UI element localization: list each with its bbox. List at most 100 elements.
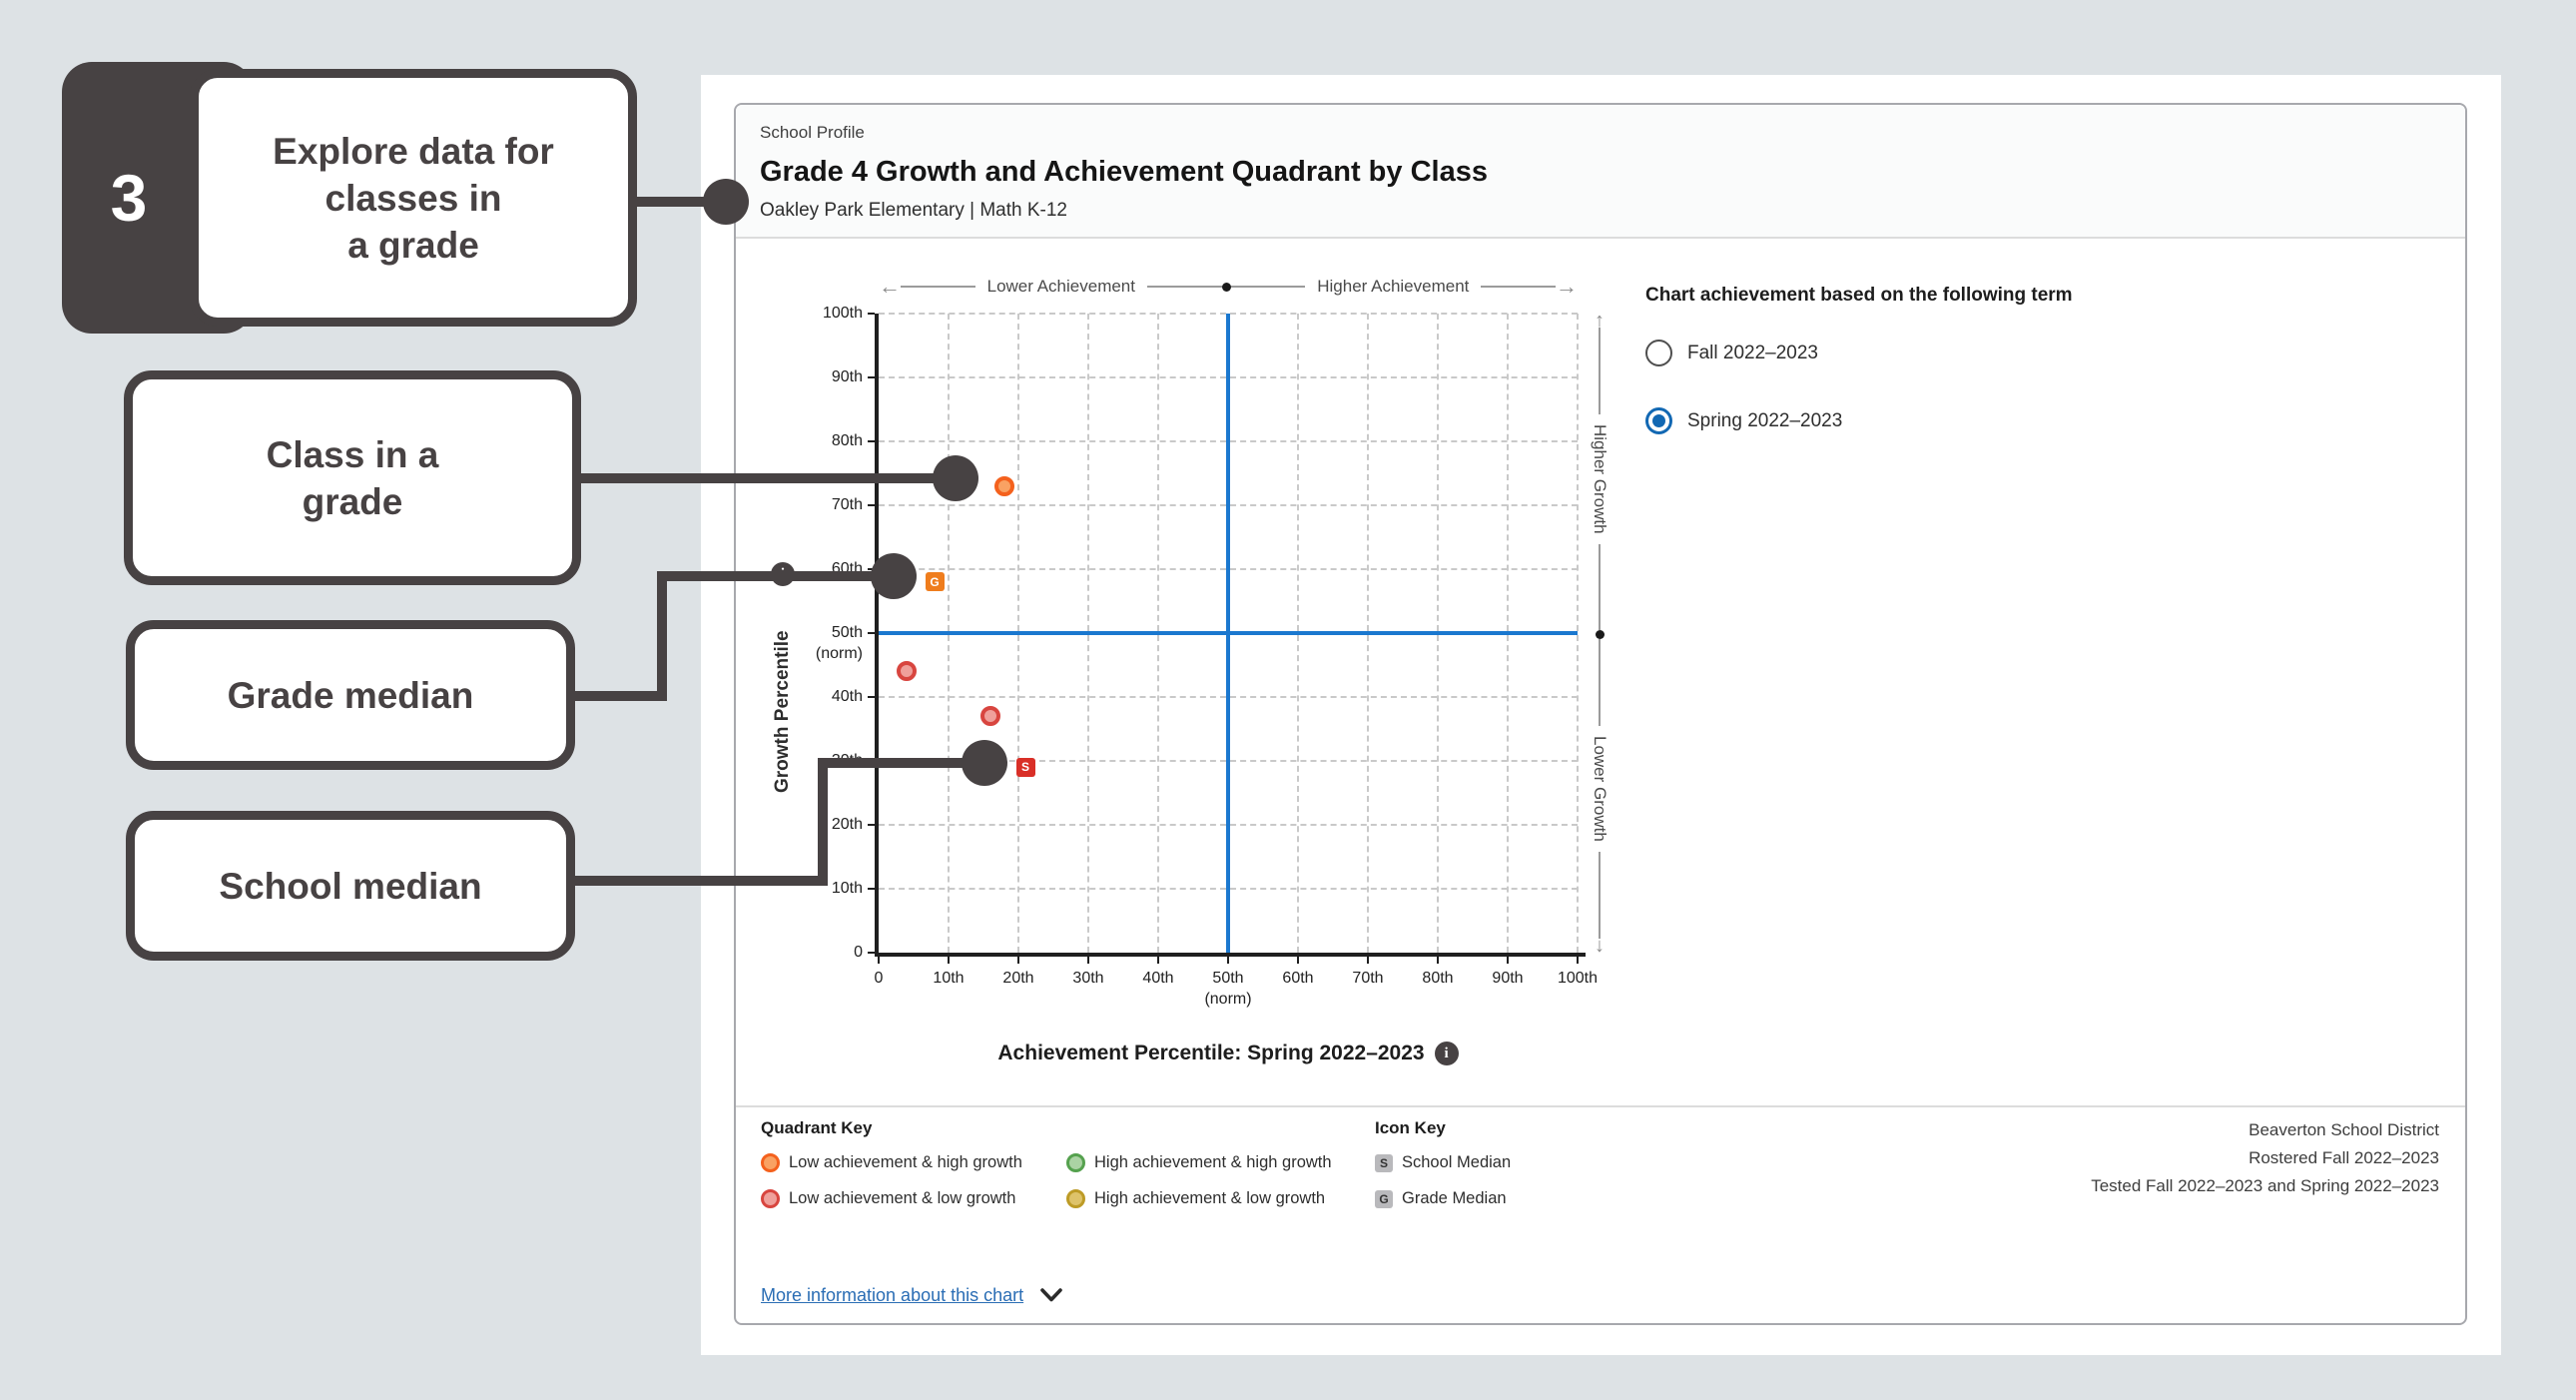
connector-line	[818, 759, 828, 886]
annotation-line	[1230, 286, 1306, 288]
callout-text: Grade median	[227, 674, 474, 716]
radio-option-spring[interactable]: Spring 2022–2023	[1645, 407, 1842, 434]
legend-item: High achievement & high growth	[1066, 1153, 1332, 1172]
grade-median-key-icon: G	[1375, 1189, 1393, 1208]
y-tick-label: 90th	[831, 368, 863, 385]
legend-item: Low achievement & low growth	[761, 1189, 1056, 1208]
callout-text: Explore data for classes in a grade	[273, 130, 554, 266]
callout-explore-data: Explore data for classes in a grade	[190, 69, 637, 327]
term-selector: Chart achievement based on the following…	[1645, 285, 2073, 434]
connector-line	[633, 197, 713, 207]
radio-label[interactable]: Fall 2022–2023	[1687, 342, 1818, 363]
callout-dot-header	[703, 179, 749, 225]
x-tick-label: 30th	[1072, 970, 1104, 987]
tick-mark	[868, 952, 875, 954]
legend-item: G Grade Median	[1375, 1189, 1511, 1208]
more-info-link[interactable]: More information about this chart	[761, 1285, 1024, 1305]
tick-mark	[868, 888, 875, 890]
legend-label: School Median	[1402, 1153, 1512, 1171]
annotation-line	[1599, 543, 1601, 631]
quadrant-swatch-0	[761, 1153, 780, 1172]
reference-line-horizontal	[879, 631, 1578, 635]
x-axis-title: Achievement Percentile: Spring 2022–2023…	[879, 1042, 1578, 1065]
x-tick-label: 100th	[1557, 970, 1599, 987]
quadrant-chart: 0 10th 20th 30th 40th 50th (norm) 60th 70th 80th 9…	[816, 305, 1598, 1008]
x-tick-label: 20th	[1002, 970, 1034, 987]
legend-label: High achievement & low growth	[1094, 1189, 1326, 1207]
y-tick-label: 100th	[822, 305, 863, 322]
page-subtitle: Oakley Park Elementary | Math K-12	[760, 200, 1067, 221]
page-title: Grade 4 Growth and Achievement Quadrant …	[760, 156, 1488, 188]
connector-line	[571, 876, 828, 886]
legend-label: Low achievement & low growth	[789, 1189, 1016, 1207]
x-tick-label: 40th	[1142, 970, 1174, 987]
annotation-line	[901, 286, 975, 288]
tick-mark	[868, 440, 875, 442]
connector-line	[577, 473, 945, 483]
radio-button-icon[interactable]	[1645, 407, 1672, 434]
legend-divider	[736, 1105, 2465, 1107]
x-tick-label: 70th	[1352, 970, 1384, 987]
y-tick-label: 80th	[831, 432, 863, 449]
tick-mark	[1017, 957, 1019, 964]
annotation-line	[1481, 286, 1557, 288]
achievement-info-icon[interactable]: i	[1434, 1042, 1459, 1065]
y-tick-label: 50th (norm)	[815, 624, 863, 662]
legend-item: Low achievement & high growth	[761, 1153, 1056, 1172]
icon-key-title: Icon Key	[1375, 1118, 1446, 1137]
left-arrow-icon: ←	[879, 274, 901, 299]
school-profile-card: School Profile Grade 4 Growth and Achiev…	[734, 103, 2467, 1325]
y-tick-label: 70th	[831, 496, 863, 513]
midpoint-dot	[1221, 282, 1231, 292]
lower-achievement-label: Lower Achievement	[986, 277, 1135, 296]
class-point[interactable]	[994, 475, 1014, 496]
tick-mark	[868, 313, 875, 315]
callout-class-in-grade: Class in a grade	[124, 370, 581, 585]
tick-mark	[1367, 957, 1369, 964]
legend-label: Low achievement & high growth	[789, 1153, 1022, 1171]
school-median-key-icon: S	[1375, 1153, 1393, 1172]
quadrant-swatch-3	[1066, 1189, 1085, 1208]
card-header: School Profile Grade 4 Growth and Achiev…	[736, 105, 2465, 239]
tick-mark	[948, 957, 950, 964]
source-attribution: Beaverton School District Rostered Fall 2…	[2091, 1120, 2439, 1195]
higher-growth-label: Higher Growth	[1591, 423, 1610, 534]
x-tick-label: 90th	[1492, 970, 1524, 987]
y-tick-label: 20th	[831, 816, 863, 833]
growth-direction-annotation: ↑ Higher Growth Lower Growth ↓	[1585, 311, 1614, 956]
annotation-line	[1599, 328, 1601, 414]
chevron-down-icon[interactable]	[1039, 1288, 1063, 1303]
annotation-line	[1147, 286, 1222, 288]
callout-text: Class in a grade	[266, 433, 439, 522]
radio-option-fall[interactable]: Fall 2022–2023	[1645, 340, 1818, 366]
legend-label: High achievement & high growth	[1094, 1153, 1332, 1171]
lower-growth-label: Lower Growth	[1591, 736, 1610, 843]
radio-label[interactable]: Spring 2022–2023	[1687, 409, 1843, 431]
radio-button-icon[interactable]	[1645, 340, 1672, 366]
grade-median-marker[interactable]: G	[925, 572, 945, 592]
tick-mark	[1087, 957, 1089, 964]
quadrant-key: Quadrant Key Low achievement & high grow…	[761, 1118, 1332, 1208]
x-tick-label: 50th (norm)	[1204, 970, 1252, 1008]
callout-grade-median: Grade median	[126, 620, 575, 770]
icon-key: Icon Key S School Median G Grade Median	[1375, 1118, 1511, 1208]
tick-mark	[868, 632, 875, 634]
tick-mark	[1157, 957, 1159, 964]
class-point[interactable]	[897, 661, 917, 682]
class-point[interactable]	[980, 706, 1000, 727]
connector-line	[657, 571, 667, 701]
x-tick-label: 60th	[1282, 970, 1314, 987]
x-tick-label: 80th	[1422, 970, 1454, 987]
callout-dot-grade-median	[871, 553, 917, 599]
tick-mark	[868, 504, 875, 506]
tick-mark	[1437, 957, 1439, 964]
school-median-marker[interactable]: S	[1015, 757, 1035, 777]
tick-mark	[1507, 957, 1509, 964]
more-info-row: More information about this chart	[761, 1285, 1063, 1306]
quadrant-key-items: Low achievement & high growth High achie…	[761, 1153, 1332, 1208]
quadrant-swatch-2	[761, 1189, 780, 1208]
callout-text: School median	[219, 865, 482, 907]
midpoint-dot	[1595, 630, 1605, 640]
breadcrumb: School Profile	[760, 123, 865, 142]
